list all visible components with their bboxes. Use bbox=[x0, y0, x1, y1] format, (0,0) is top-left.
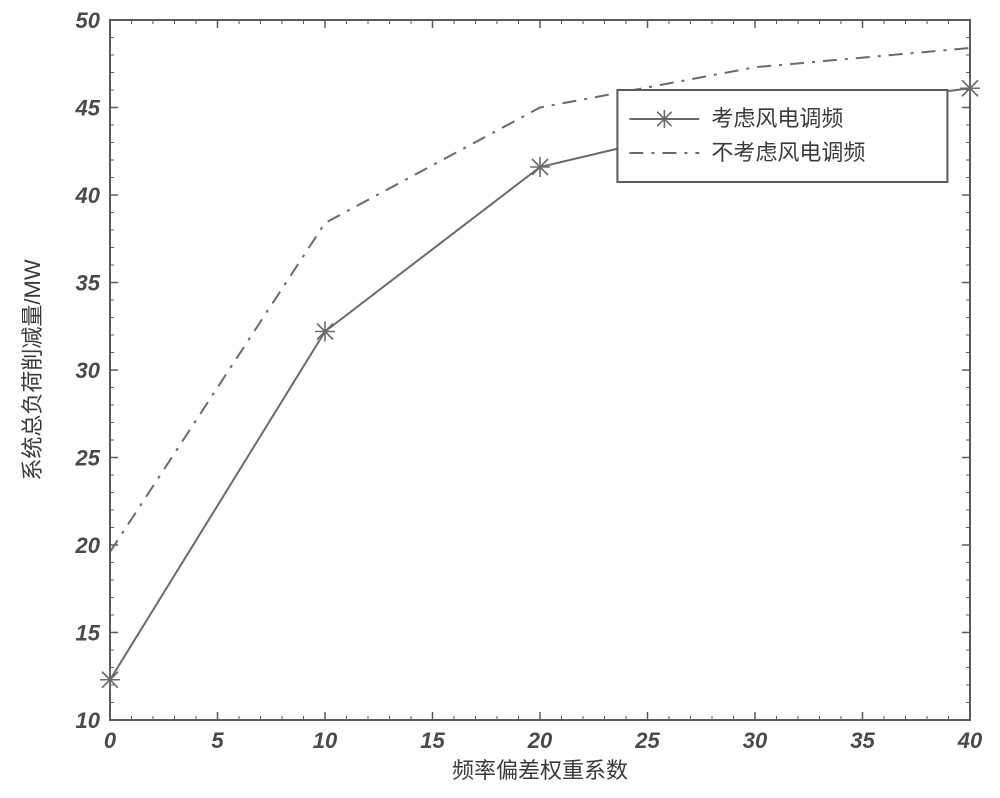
legend-box bbox=[617, 90, 947, 182]
asterisk-marker bbox=[960, 78, 980, 98]
asterisk-marker bbox=[530, 157, 550, 177]
legend-label: 不考虑风电调频 bbox=[711, 140, 865, 165]
y-axis-label: 系统总负荷削减量/MW bbox=[20, 259, 45, 480]
asterisk-marker bbox=[100, 670, 120, 690]
line-chart: 0 5 10 15 20 25 30 35 40 10 15 20 25 30 35 40 45 50 频率偏差权重… bbox=[0, 0, 1000, 798]
x-tick-label: 20 bbox=[527, 728, 553, 753]
x-tick-label: 0 bbox=[104, 728, 117, 753]
x-tick-label: 35 bbox=[850, 728, 875, 753]
asterisk-marker bbox=[655, 110, 673, 128]
legend-label: 考虑风电调频 bbox=[711, 106, 843, 131]
x-tick-label: 5 bbox=[211, 728, 224, 753]
y-tick-label: 30 bbox=[76, 358, 101, 383]
y-tick-label: 40 bbox=[75, 183, 101, 208]
chart-container: 0 5 10 15 20 25 30 35 40 10 15 20 25 30 35 40 45 50 频率偏差权重… bbox=[0, 0, 1000, 798]
x-axis-label: 频率偏差权重系数 bbox=[452, 758, 628, 783]
x-tick-label: 30 bbox=[743, 728, 768, 753]
y-tick-label: 25 bbox=[75, 446, 101, 471]
y-tick-label: 15 bbox=[76, 621, 101, 646]
y-tick-label: 20 bbox=[75, 533, 101, 558]
y-tick-label: 45 bbox=[75, 96, 101, 121]
x-tick-label: 25 bbox=[634, 728, 660, 753]
x-tick-label: 10 bbox=[313, 728, 338, 753]
asterisk-marker bbox=[315, 322, 335, 342]
y-tick-label: 35 bbox=[76, 271, 101, 296]
y-tick-label: 50 bbox=[76, 8, 101, 33]
x-tick-label: 15 bbox=[420, 728, 445, 753]
x-tick-label: 40 bbox=[957, 728, 983, 753]
y-tick-label: 10 bbox=[76, 708, 101, 733]
legend: 考虑风电调频不考虑风电调频 bbox=[617, 90, 947, 182]
